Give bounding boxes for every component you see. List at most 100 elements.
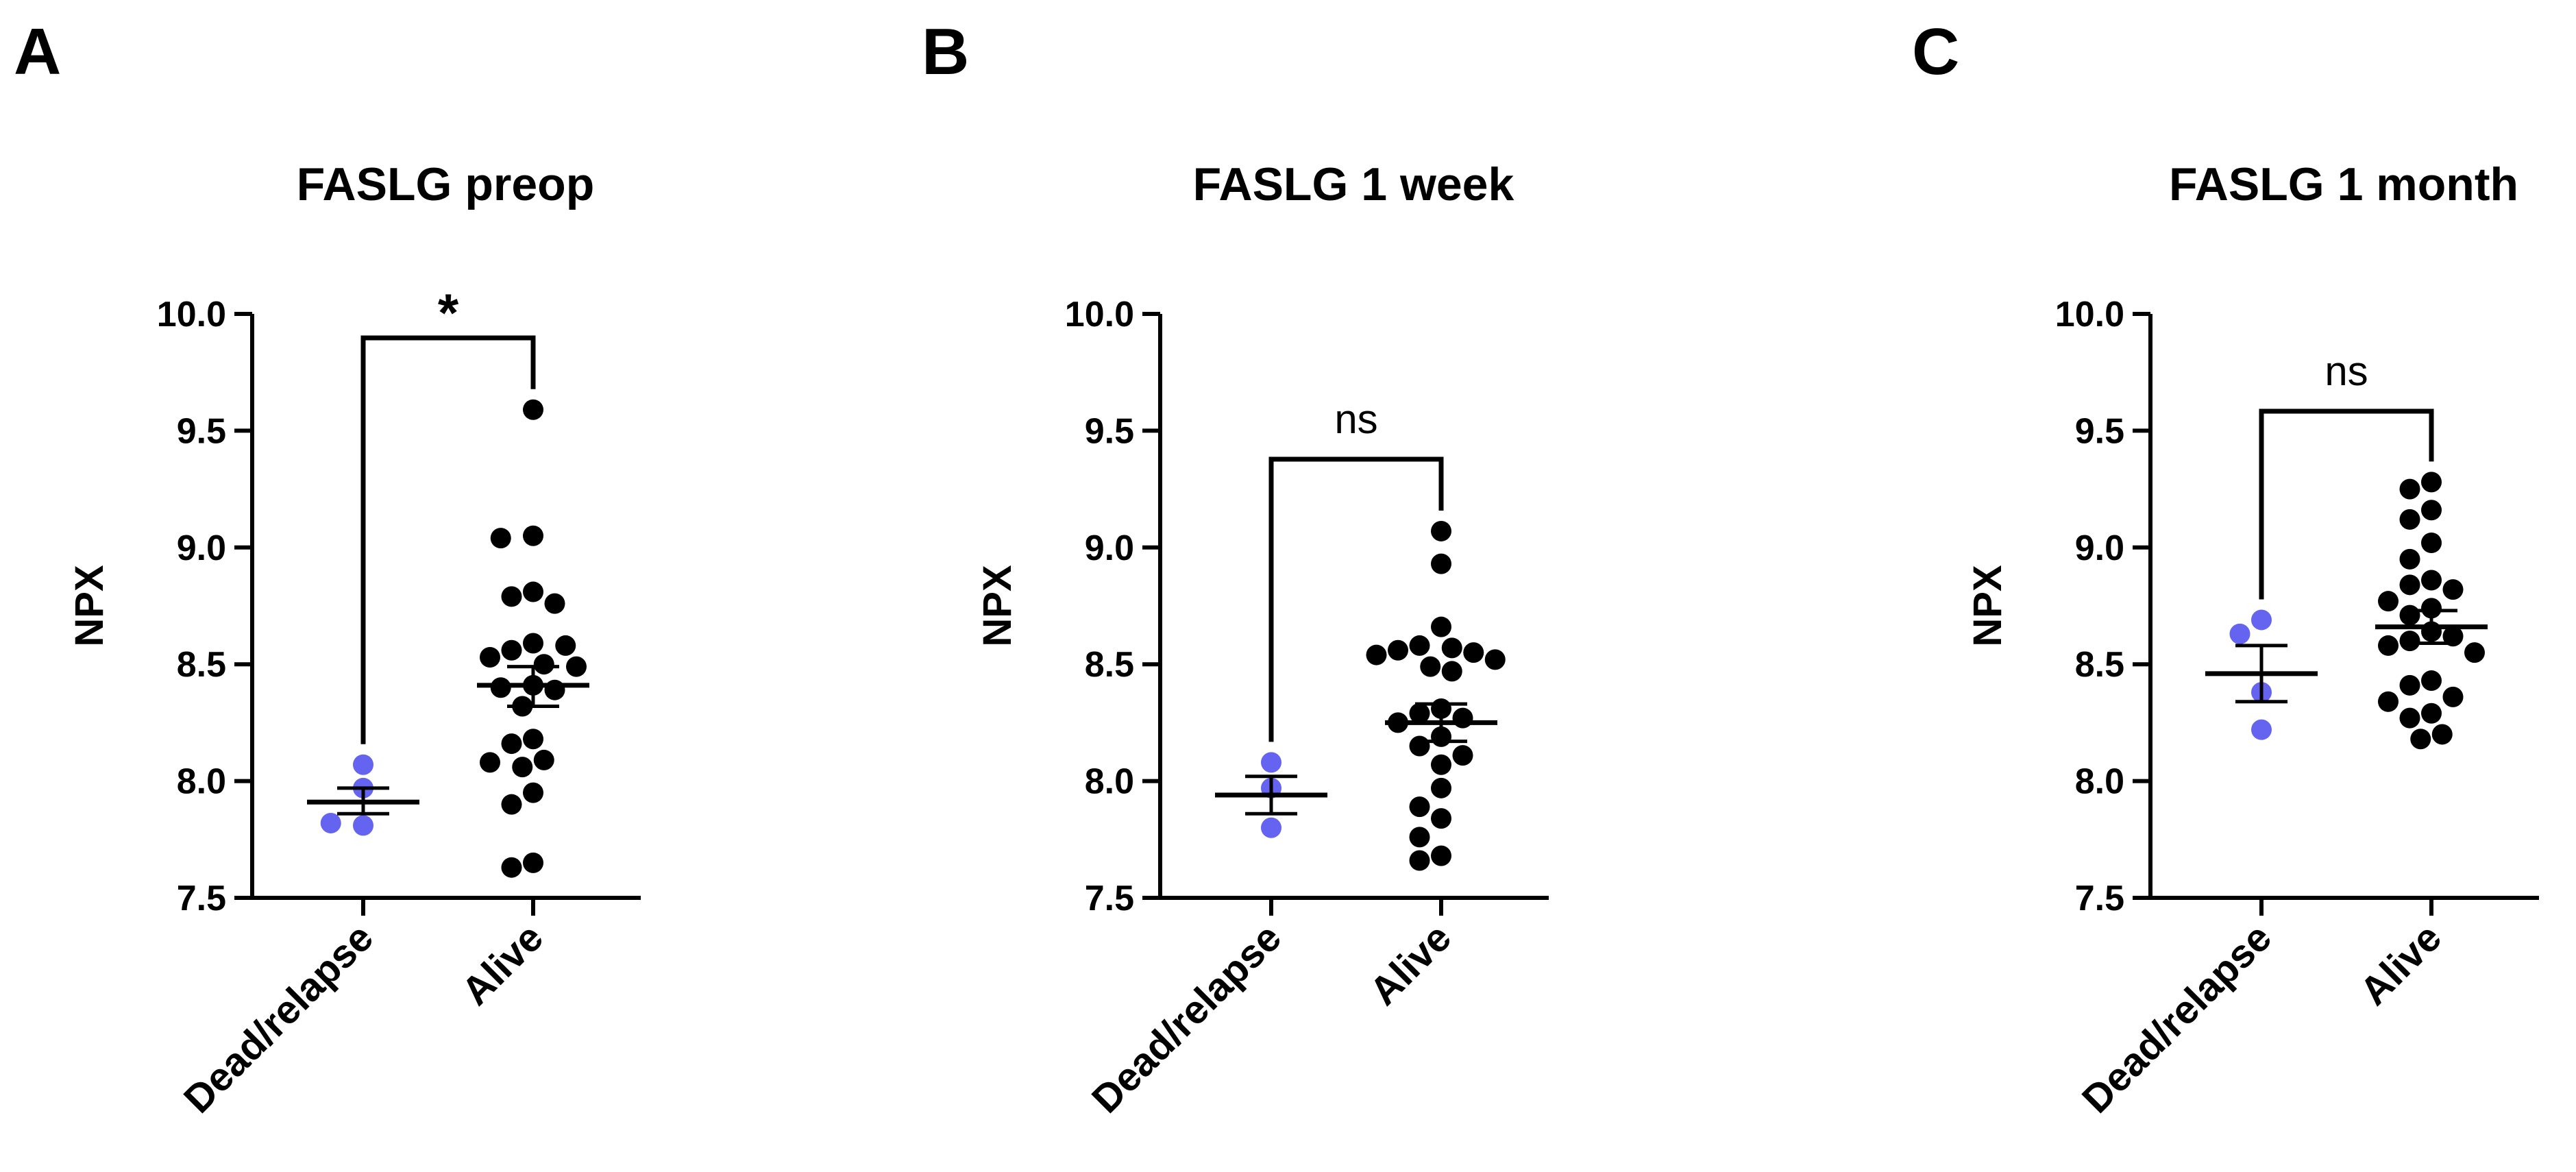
data-point [501,733,522,755]
data-point [480,752,500,773]
data-point [1431,520,1451,541]
data-point [523,581,543,602]
y-axis-label: NPX [67,565,112,647]
data-point [2399,574,2420,596]
data-point [480,646,500,668]
data-point [320,812,341,833]
data-point [501,794,522,815]
x-category-label: Alive [1361,915,1460,1014]
data-point [501,639,522,661]
data-point [353,754,373,775]
x-category-label: Dead/relapse [1083,915,1290,1121]
data-point [1431,616,1451,637]
data-point [555,635,576,656]
data-point [1452,707,1473,729]
significance-bracket [1268,456,1444,742]
data-point [2399,674,2420,696]
data-point [2399,548,2420,570]
chart-title: FASLG 1 week [1193,158,1514,210]
y-axis-label: NPX [975,565,1020,647]
data-point [512,757,533,778]
data-point [533,654,554,675]
data-point [1409,735,1430,757]
data-point [2399,509,2420,530]
data-point [490,528,511,549]
data-point [2421,532,2442,553]
data-point [1441,661,1462,682]
x-category-label: Alive [2351,915,2450,1014]
data-point [1388,639,1408,661]
data-point [2251,609,2272,631]
data-point [1431,754,1451,775]
y-tick-label: 7.5 [1085,879,1134,918]
y-tick-label: 8.5 [177,645,226,685]
significance-label: ns [2324,348,2368,394]
y-tick-label: 8.0 [1085,762,1134,802]
data-point [2421,570,2442,591]
panel-letter: C [1912,15,1959,88]
data-point [2431,724,2453,745]
data-point [2464,642,2485,663]
data-point [2421,703,2442,724]
data-point [2229,623,2250,644]
data-point [544,679,565,700]
data-point [1420,656,1441,677]
panel-letter: A [14,15,61,88]
y-tick-label: 9.0 [1085,528,1134,568]
data-point [566,656,587,677]
y-tick-label: 9.5 [1085,411,1134,451]
data-point [1261,817,1281,838]
data-point [1441,637,1462,659]
data-point [1431,845,1451,866]
data-point [1409,850,1430,871]
data-point [2378,691,2399,712]
data-point [2399,631,2420,652]
y-tick-label: 8.5 [2075,645,2124,685]
data-point [2421,500,2442,521]
data-point [2251,719,2272,740]
panel-letter: B [922,15,969,88]
data-point [353,815,373,836]
data-point [2421,670,2442,692]
data-point [523,399,543,420]
data-point [1409,703,1430,724]
data-point [501,857,522,878]
data-point [2378,591,2399,612]
y-axis-label: NPX [1965,565,2010,647]
y-tick-label: 8.0 [2075,762,2124,802]
data-point [523,729,543,750]
significance-label: ns [1334,396,1377,442]
y-tick-label: 7.5 [177,879,226,918]
y-tick-label: 10.0 [157,295,226,334]
data-point [2421,472,2442,493]
data-point [523,852,543,873]
chart-title: FASLG preop [297,158,594,210]
y-tick-label: 9.0 [177,528,226,568]
data-point [1431,553,1451,574]
data-point [2442,686,2464,707]
significance-label: * [438,282,459,343]
data-point [1484,649,1506,670]
y-tick-label: 10.0 [1065,295,1134,334]
y-tick-label: 7.5 [2075,879,2124,918]
data-point [501,586,522,607]
chart-title: FASLG 1 month [2169,158,2518,210]
data-point [1431,777,1451,798]
data-point [2399,605,2420,626]
significance-bracket [360,335,536,744]
data-point [1366,644,1387,666]
y-tick-label: 9.5 [2075,411,2124,451]
y-tick-label: 9.0 [2075,528,2124,568]
x-category-label: Alive [453,915,552,1014]
data-point [1261,752,1281,773]
data-point [1409,796,1430,818]
data-point [523,782,543,803]
panel-a: A FASLG preop 7.5 8.0 8.5 9.0 9.5 10.0 NPX Dead/r… [14,15,641,1122]
data-point [2399,478,2420,500]
x-category-label: Dead/relapse [2074,915,2280,1121]
significance-bracket [2259,408,2434,600]
data-point [1409,635,1430,656]
y-tick-label: 10.0 [2055,295,2124,334]
y-tick-label: 8.0 [177,762,226,802]
